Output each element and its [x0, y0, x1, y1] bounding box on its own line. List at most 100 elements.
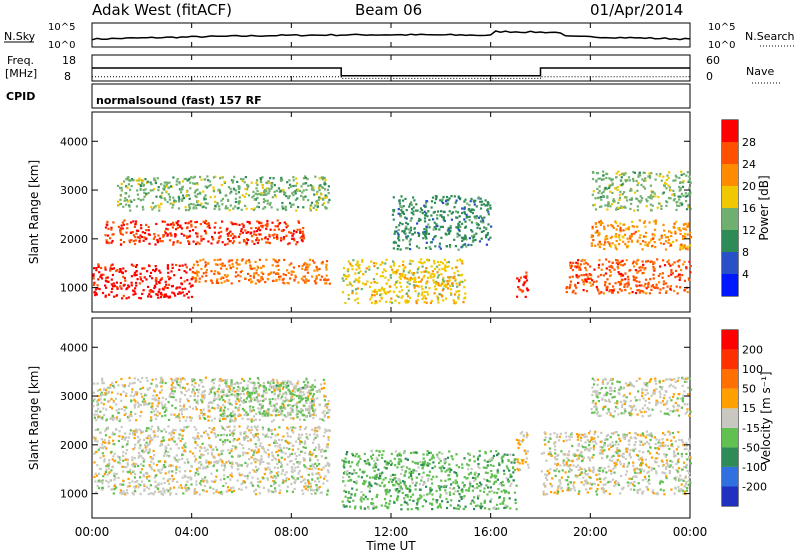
heatmap-cell	[619, 283, 622, 286]
heatmap-cell	[404, 300, 407, 303]
heatmap-cell	[642, 171, 645, 174]
heatmap-cell	[219, 258, 222, 261]
heatmap-cell	[148, 465, 151, 468]
heatmap-cell	[601, 263, 604, 266]
heatmap-cell	[182, 416, 185, 419]
heatmap-cell	[291, 393, 294, 396]
heatmap-cell	[237, 191, 240, 194]
heatmap-cell	[153, 233, 156, 236]
heatmap-cell	[257, 202, 260, 205]
heatmap-cell	[212, 238, 215, 241]
heatmap-cell	[251, 280, 254, 283]
heatmap-cell	[224, 394, 227, 397]
heatmap-cell	[291, 237, 294, 240]
heatmap-cell	[306, 489, 309, 492]
heatmap-cell	[241, 194, 244, 197]
heatmap-cell	[410, 201, 413, 204]
heatmap-cell	[189, 395, 192, 398]
heatmap-cell	[611, 225, 614, 228]
heatmap-cell	[421, 212, 424, 215]
heatmap-cell	[156, 429, 159, 432]
heatmap-cell	[188, 241, 191, 244]
heatmap-cell	[197, 271, 200, 274]
heatmap-cell	[220, 450, 223, 453]
heatmap-cell	[230, 490, 234, 493]
heatmap-cell	[669, 189, 672, 192]
heatmap-cell	[268, 181, 271, 185]
heatmap-cell	[273, 490, 276, 493]
heatmap-cell	[246, 384, 249, 387]
heatmap-cell	[184, 287, 187, 290]
heatmap-cell	[463, 206, 466, 209]
heatmap-cell	[225, 379, 228, 382]
heatmap-cell	[592, 204, 595, 207]
heatmap-cell	[292, 431, 295, 434]
heatmap-cell	[443, 268, 446, 271]
heatmap-cell	[254, 470, 258, 474]
heatmap-cell	[250, 227, 253, 230]
heatmap-cell	[223, 433, 226, 436]
heatmap-cell	[248, 377, 252, 380]
heatmap-cell	[351, 292, 354, 295]
heatmap-cell	[636, 189, 639, 192]
heatmap-cell	[240, 259, 243, 262]
heatmap-cell	[131, 431, 135, 434]
heatmap-cell	[283, 380, 286, 383]
noise-tick-high-right: 10^5	[708, 22, 735, 33]
heatmap-cell	[380, 288, 383, 291]
heatmap-cell	[312, 416, 315, 420]
heatmap-cell	[242, 436, 245, 439]
heatmap-cell	[135, 428, 138, 431]
heatmap-cell	[159, 296, 163, 299]
heatmap-cell	[273, 480, 276, 483]
heatmap-cell	[178, 286, 181, 289]
heatmap-cell	[196, 444, 199, 447]
heatmap-cell	[250, 207, 253, 211]
heatmap-cell	[641, 178, 644, 181]
heatmap-cell	[443, 284, 446, 287]
heatmap-cell	[461, 280, 464, 283]
heatmap-cell	[136, 480, 139, 483]
heatmap-cell	[278, 426, 281, 429]
heatmap-cell	[221, 203, 224, 206]
heatmap-cell	[255, 390, 258, 393]
heatmap-cell	[315, 484, 318, 487]
heatmap-cell	[433, 221, 436, 224]
heatmap-cell	[609, 270, 612, 273]
heatmap-cell	[304, 268, 307, 271]
heatmap-cell	[675, 176, 678, 179]
heatmap-cell	[185, 266, 188, 269]
heatmap-cell	[669, 242, 672, 245]
heatmap-cell	[243, 195, 246, 198]
heatmap-cell	[284, 384, 287, 387]
heatmap-cell	[132, 239, 135, 243]
heatmap-cell	[133, 404, 136, 407]
heatmap-cell	[258, 492, 261, 495]
heatmap-cell	[461, 211, 464, 215]
heatmap-cell	[406, 281, 409, 284]
heatmap-cell	[311, 185, 314, 188]
heatmap-cell	[242, 480, 245, 483]
heatmap-cell	[292, 176, 295, 179]
heatmap-cell	[215, 460, 218, 463]
heatmap-cell	[141, 376, 144, 380]
heatmap-cell	[252, 449, 255, 452]
heatmap-cell	[313, 438, 316, 441]
heatmap-cell	[234, 275, 237, 278]
heatmap-cell	[268, 398, 271, 401]
heatmap-cell	[229, 234, 233, 237]
heatmap-cell	[101, 377, 104, 380]
heatmap-cell	[313, 193, 316, 196]
heatmap-cell	[164, 414, 167, 417]
heatmap-cell	[322, 482, 325, 485]
heatmap-cell	[650, 191, 654, 194]
heatmap-cell	[194, 189, 197, 192]
heatmap-cell	[408, 278, 411, 281]
heatmap-cell	[436, 214, 439, 217]
heatmap-cell	[268, 468, 271, 471]
heatmap-cell	[234, 205, 237, 208]
heatmap-cell	[457, 248, 460, 251]
heatmap-cell	[283, 258, 286, 261]
heatmap-cell	[262, 193, 265, 197]
heatmap-cell	[463, 243, 467, 246]
